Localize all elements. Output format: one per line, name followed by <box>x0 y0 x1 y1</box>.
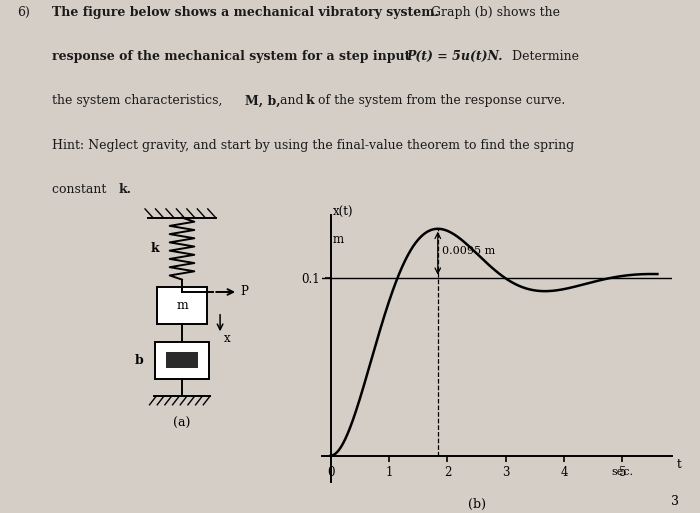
Bar <box>158 287 206 324</box>
Bar <box>167 352 197 368</box>
Text: m: m <box>176 299 188 312</box>
Text: Graph (b) shows the: Graph (b) shows the <box>427 6 560 19</box>
Text: P: P <box>240 285 248 299</box>
Text: x: x <box>223 331 230 345</box>
Text: t: t <box>677 458 681 471</box>
Text: Hint: Neglect gravity, and start by using the final-value theorem to find the sp: Hint: Neglect gravity, and start by usin… <box>52 139 575 151</box>
Text: (a): (a) <box>174 417 190 430</box>
Text: k: k <box>305 94 314 107</box>
Text: k.: k. <box>118 183 132 195</box>
Text: k: k <box>150 242 160 255</box>
Text: M, b,: M, b, <box>245 94 281 107</box>
Bar <box>155 342 209 379</box>
Text: and: and <box>276 94 308 107</box>
Text: x(t): x(t) <box>333 206 354 219</box>
Text: 0.0095 m: 0.0095 m <box>442 246 496 256</box>
Text: The figure below shows a mechanical vibratory system.: The figure below shows a mechanical vibr… <box>52 6 440 19</box>
Text: response of the mechanical system for a step input: response of the mechanical system for a … <box>52 50 415 63</box>
Text: P(t) = 5u(t)N.: P(t) = 5u(t)N. <box>406 50 503 63</box>
Text: Determine: Determine <box>504 50 579 63</box>
Text: sec.: sec. <box>611 467 634 477</box>
Text: m: m <box>333 233 344 246</box>
Text: the system characteristics,: the system characteristics, <box>52 94 227 107</box>
Text: b: b <box>135 353 144 367</box>
Text: of the system from the response curve.: of the system from the response curve. <box>314 94 566 107</box>
Text: 3: 3 <box>671 495 679 508</box>
Text: 6): 6) <box>18 6 30 19</box>
Text: (b): (b) <box>468 498 486 511</box>
Text: constant: constant <box>52 183 111 195</box>
